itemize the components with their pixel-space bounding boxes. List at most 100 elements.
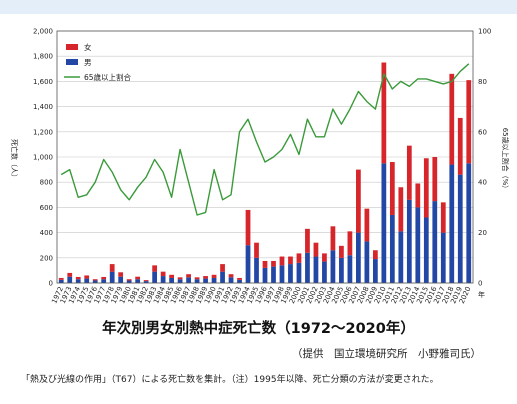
bar-female: [254, 242, 259, 258]
y-tick-label: 800: [40, 179, 53, 187]
y-tick-label: 1,200: [33, 128, 53, 136]
y-tick-label: 0: [49, 280, 53, 288]
bar-female: [203, 276, 208, 279]
bar-male: [126, 280, 132, 283]
bar-female: [356, 169, 361, 233]
axis-layer: 02004006008001,0001,2001,4001,6001,8002,…: [33, 28, 491, 306]
legend-label-female: 女: [84, 42, 92, 52]
bar-female: [75, 276, 81, 280]
bar-female: [152, 265, 158, 272]
bar-female: [135, 276, 141, 280]
bar-male: [457, 174, 463, 283]
bar-female: [101, 276, 107, 280]
line-layer: [60, 63, 470, 216]
bar-male: [237, 279, 242, 283]
bar-female: [245, 209, 251, 246]
bar-female: [372, 250, 378, 260]
bar-male: [313, 256, 319, 283]
legend: 女 男 65歳以上割合: [64, 42, 132, 82]
bar-male: [67, 276, 73, 283]
y-tick-label: 2,000: [33, 28, 53, 36]
bar-female: [432, 157, 438, 202]
bar-male: [92, 280, 98, 283]
bar-female: [126, 279, 132, 281]
bar-male: [135, 279, 141, 283]
bar-male: [432, 201, 438, 283]
bar-female: [322, 253, 327, 262]
bar-male: [186, 277, 191, 283]
bar-female: [364, 208, 370, 242]
bar-female: [194, 277, 200, 280]
bar-female: [398, 187, 404, 232]
bar-female: [177, 277, 183, 280]
y-axis-title: 死亡数（人）: [10, 139, 19, 181]
y2-tick-label: 80: [478, 78, 487, 86]
y2-tick-label: 100: [478, 28, 491, 36]
bar-male: [423, 217, 429, 283]
chart: 02004006008001,0001,2001,4001,6001,8002,…: [10, 28, 510, 306]
chart-title: 年次別男女別熱中症死亡数（1972〜2020年）: [102, 321, 415, 337]
bar-male: [194, 279, 200, 283]
bar-male: [101, 279, 107, 283]
bar-male: [364, 241, 370, 283]
bar-female: [228, 274, 234, 278]
bar-female: [305, 228, 310, 253]
bar-male: [203, 278, 208, 283]
bar-female: [67, 272, 73, 277]
y2-tick-label: 20: [478, 229, 487, 237]
bar-male: [58, 279, 64, 283]
bar-female: [92, 279, 98, 281]
bar-male: [406, 199, 412, 283]
bar-male: [339, 257, 344, 283]
bar-female: [271, 260, 276, 267]
bar-male: [228, 277, 234, 283]
bar-male: [449, 164, 455, 283]
y-tick-label: 1,000: [33, 154, 53, 162]
bar-male: [381, 163, 387, 283]
bar-female: [118, 272, 124, 277]
bar-male: [211, 277, 217, 283]
bar-male: [466, 163, 472, 283]
bar-female: [160, 271, 166, 277]
bar-female: [415, 183, 421, 208]
bar-male: [245, 245, 251, 283]
bar-layer: [58, 62, 472, 283]
bar-male: [330, 250, 336, 283]
bar-female: [339, 245, 344, 258]
bar-male: [160, 276, 166, 283]
bar-male: [305, 252, 310, 283]
bar-female: [58, 277, 64, 280]
y-tick-label: 1,400: [33, 103, 53, 111]
x-axis-unit: 年: [478, 290, 485, 299]
bar-male: [415, 207, 421, 283]
bar-male: [356, 232, 361, 283]
bar-male: [271, 266, 276, 283]
bar-female: [389, 162, 395, 215]
bar-female: [440, 202, 446, 233]
bar-female: [313, 242, 319, 257]
bar-female: [143, 280, 149, 282]
bar-male: [75, 279, 81, 283]
bar-male: [322, 261, 327, 283]
y-tick-label: 1,800: [33, 53, 53, 61]
bar-male: [143, 281, 149, 283]
bar-male: [177, 279, 183, 283]
bar-male: [109, 271, 115, 283]
y-tick-label: 600: [40, 204, 53, 212]
bar-female: [186, 274, 191, 278]
bar-female: [406, 145, 412, 200]
bar-female: [449, 73, 455, 165]
bar-male: [288, 264, 293, 283]
y2-tick-label: 60: [478, 128, 487, 136]
legend-swatch-male: [66, 59, 78, 65]
bar-male: [296, 262, 302, 283]
bar-female: [296, 253, 302, 263]
legend-swatch-female: [66, 44, 78, 50]
bar-female: [347, 231, 353, 256]
y2-tick-label: 40: [478, 179, 487, 187]
bar-male: [389, 214, 395, 283]
bar-male: [440, 232, 446, 283]
y-tick-label: 200: [40, 254, 53, 262]
y2-tick-label: 0: [478, 280, 482, 288]
bar-female: [84, 275, 90, 279]
